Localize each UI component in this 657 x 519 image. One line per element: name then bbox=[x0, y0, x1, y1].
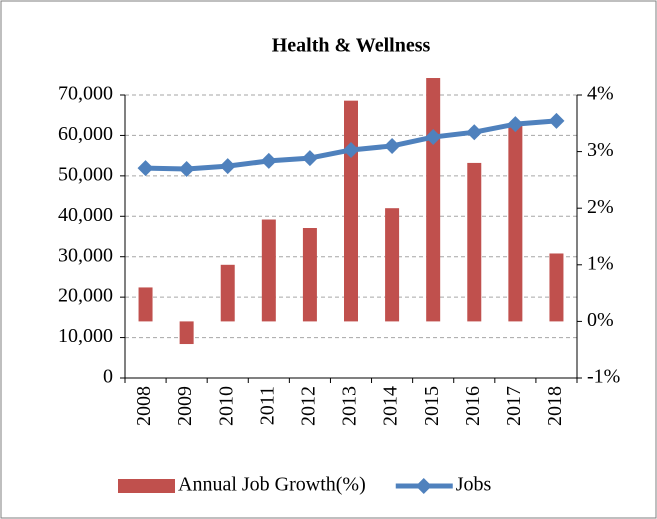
y-tick-label: 70,000 bbox=[58, 83, 113, 105]
y-tick-label: 0 bbox=[103, 366, 113, 388]
line-marker bbox=[343, 141, 359, 158]
legend-label: Jobs bbox=[456, 474, 492, 496]
y2-tick-label: 3% bbox=[587, 139, 614, 161]
line-marker bbox=[301, 150, 318, 167]
bar bbox=[508, 123, 523, 322]
bar bbox=[549, 253, 564, 322]
legend-label: Annual Job Growth(%) bbox=[178, 474, 366, 496]
line-marker bbox=[384, 137, 401, 154]
y-tick-label: 60,000 bbox=[58, 123, 113, 145]
x-tick-label: 2010 bbox=[215, 386, 237, 426]
x-tick-label: 2012 bbox=[298, 386, 320, 426]
bar bbox=[261, 219, 276, 322]
y2-tick-label: -1% bbox=[587, 366, 620, 388]
y2-tick-label: 4% bbox=[587, 83, 614, 105]
x-tick-label: 2017 bbox=[503, 386, 525, 426]
x-tick-label: 2011 bbox=[256, 386, 278, 425]
bar bbox=[138, 287, 153, 322]
x-tick-label: 2009 bbox=[174, 386, 196, 426]
bar bbox=[426, 78, 441, 322]
x-tick-label: 2013 bbox=[339, 386, 361, 426]
bar bbox=[385, 208, 400, 322]
line-marker bbox=[466, 124, 483, 141]
y-tick-label: 20,000 bbox=[58, 285, 113, 307]
x-tick-label: 2018 bbox=[544, 386, 566, 426]
legend-marker bbox=[415, 478, 432, 494]
legend-swatch bbox=[118, 479, 175, 493]
x-tick-label: 2014 bbox=[380, 386, 402, 426]
y-tick-label: 50,000 bbox=[58, 163, 113, 185]
bar bbox=[344, 100, 358, 322]
y-tick-label: 30,000 bbox=[58, 244, 113, 266]
x-tick-label: 2008 bbox=[133, 386, 155, 426]
line-marker bbox=[219, 158, 236, 175]
bar bbox=[302, 228, 317, 322]
x-tick-label: 2015 bbox=[421, 386, 443, 426]
bar bbox=[220, 264, 235, 322]
line-marker bbox=[507, 116, 524, 133]
line-marker bbox=[137, 160, 154, 177]
y2-tick-label: 2% bbox=[587, 196, 614, 218]
y-tick-label: 10,000 bbox=[58, 325, 113, 347]
line-marker bbox=[178, 160, 195, 177]
chart-title: Health & Wellness bbox=[272, 35, 431, 57]
x-tick-label: 2016 bbox=[462, 386, 484, 426]
line-marker bbox=[260, 152, 277, 169]
y2-tick-label: 0% bbox=[587, 309, 614, 331]
line-marker bbox=[425, 129, 442, 146]
y-tick-label: 40,000 bbox=[58, 204, 113, 226]
line-marker bbox=[548, 112, 565, 129]
bar bbox=[467, 162, 482, 322]
bar bbox=[179, 321, 194, 345]
y2-tick-label: 1% bbox=[587, 252, 614, 274]
